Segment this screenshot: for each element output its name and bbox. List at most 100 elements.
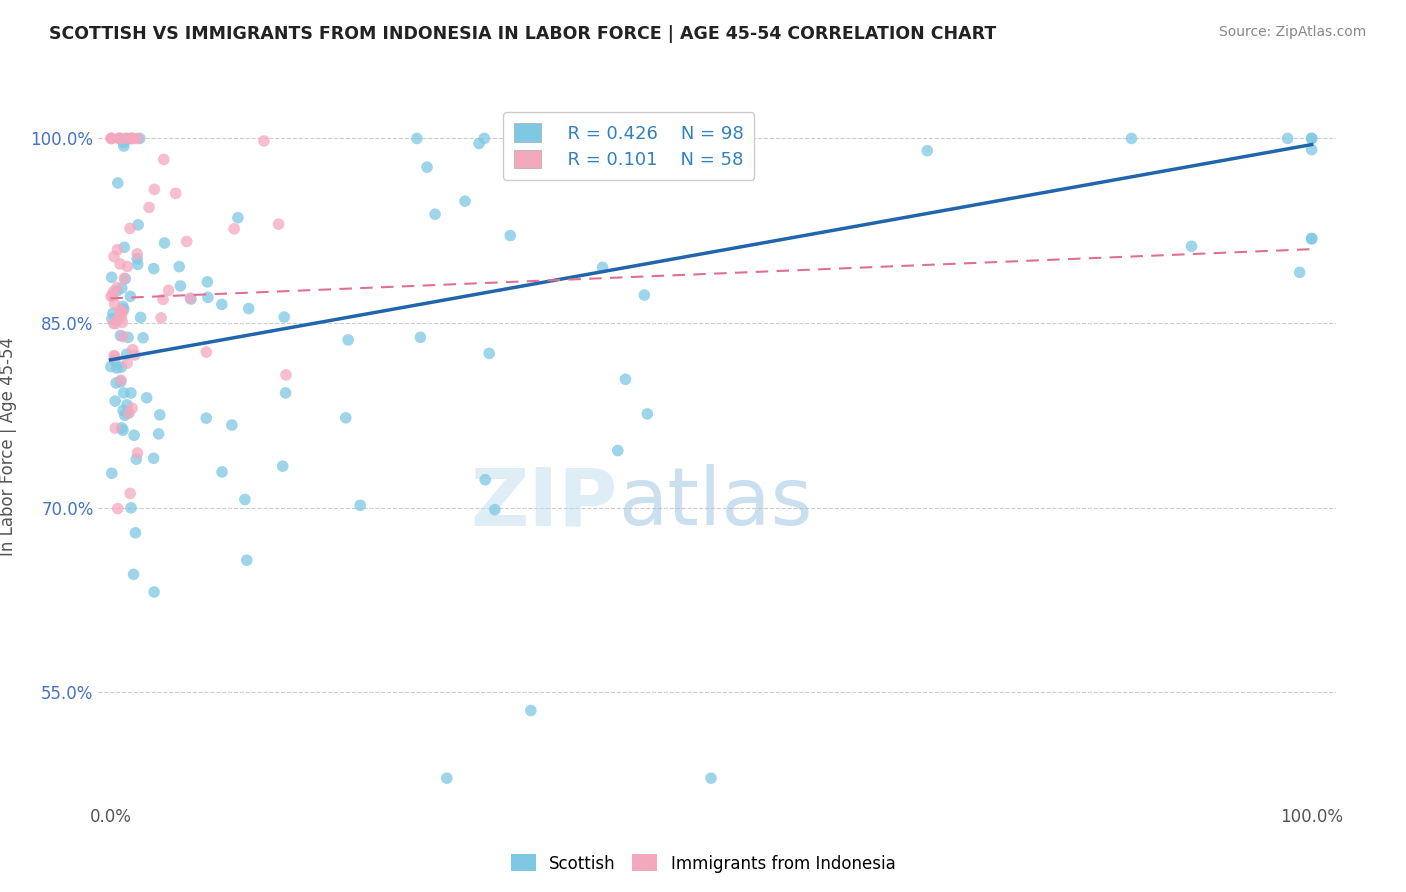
Point [110, 360, 132, 375]
Point [335, 410, 357, 425]
Point [165, 186, 187, 201]
Point [1301, 131, 1323, 145]
Point [100, 131, 122, 145]
Point [115, 131, 138, 145]
Point [121, 401, 143, 416]
Point [416, 160, 439, 174]
Point [226, 211, 249, 225]
Point [103, 250, 125, 264]
Point [118, 406, 141, 420]
Point [224, 222, 246, 236]
Point [700, 771, 723, 785]
Point [153, 153, 176, 167]
Point [121, 343, 143, 357]
Point [101, 467, 124, 481]
Point [472, 131, 495, 145]
Point [112, 139, 135, 153]
Point [128, 131, 150, 145]
Point [120, 500, 142, 515]
Point [211, 465, 233, 479]
Point [100, 131, 122, 145]
Point [111, 281, 134, 295]
Text: ZIP: ZIP [471, 464, 619, 542]
Point [125, 452, 148, 467]
Point [1301, 232, 1323, 246]
Legend:   R = 0.426    N = 98,   R = 0.101    N = 58: R = 0.426 N = 98, R = 0.101 N = 58 [503, 112, 755, 180]
Point [104, 421, 127, 435]
Point [157, 283, 180, 297]
Point [117, 260, 139, 274]
Point [101, 289, 124, 303]
Point [176, 235, 198, 249]
Point [105, 376, 128, 390]
Point [195, 275, 218, 289]
Point [406, 131, 429, 145]
Point [132, 331, 155, 345]
Point [107, 313, 129, 327]
Point [142, 261, 165, 276]
Point [114, 271, 136, 285]
Point [108, 131, 131, 145]
Point [274, 385, 297, 400]
Point [100, 359, 122, 374]
Point [167, 260, 190, 274]
Point [337, 333, 360, 347]
Point [436, 771, 458, 785]
Text: Source: ZipAtlas.com: Source: ZipAtlas.com [1219, 25, 1367, 39]
Point [104, 317, 127, 331]
Point [100, 289, 122, 303]
Point [120, 386, 142, 401]
Point [120, 131, 142, 145]
Point [274, 368, 297, 382]
Y-axis label: In Labor Force | Age 45-54: In Labor Force | Age 45-54 [0, 336, 17, 556]
Point [1301, 231, 1323, 245]
Point [120, 221, 142, 235]
Legend: Scottish, Immigrants from Indonesia: Scottish, Immigrants from Indonesia [503, 847, 903, 880]
Point [1301, 143, 1323, 157]
Point [138, 201, 160, 215]
Point [127, 252, 149, 266]
Point [103, 297, 125, 311]
Point [454, 194, 477, 209]
Point [129, 310, 152, 325]
Point [197, 290, 219, 304]
Point [110, 375, 132, 389]
Point [233, 492, 256, 507]
Point [273, 310, 295, 324]
Point [114, 409, 136, 423]
Point [112, 385, 135, 400]
Point [211, 297, 233, 311]
Point [110, 328, 132, 343]
Point [135, 391, 157, 405]
Point [153, 235, 176, 250]
Point [271, 459, 294, 474]
Point [478, 346, 501, 360]
Point [122, 131, 145, 145]
Point [636, 407, 658, 421]
Point [111, 329, 134, 343]
Text: atlas: atlas [619, 464, 813, 542]
Point [103, 317, 125, 331]
Point [122, 428, 145, 442]
Point [124, 348, 146, 362]
Point [468, 136, 491, 151]
Point [121, 131, 143, 145]
Point [107, 176, 129, 190]
Point [127, 247, 149, 261]
Point [112, 136, 135, 150]
Point [111, 315, 134, 329]
Point [149, 408, 172, 422]
Point [110, 310, 132, 324]
Point [152, 293, 174, 307]
Point [111, 423, 134, 437]
Point [127, 218, 149, 232]
Point [592, 260, 614, 275]
Point [127, 446, 149, 460]
Point [169, 279, 191, 293]
Point [120, 486, 142, 500]
Point [108, 257, 131, 271]
Point [100, 270, 122, 285]
Point [104, 394, 127, 409]
Point [606, 443, 628, 458]
Point [127, 257, 149, 271]
